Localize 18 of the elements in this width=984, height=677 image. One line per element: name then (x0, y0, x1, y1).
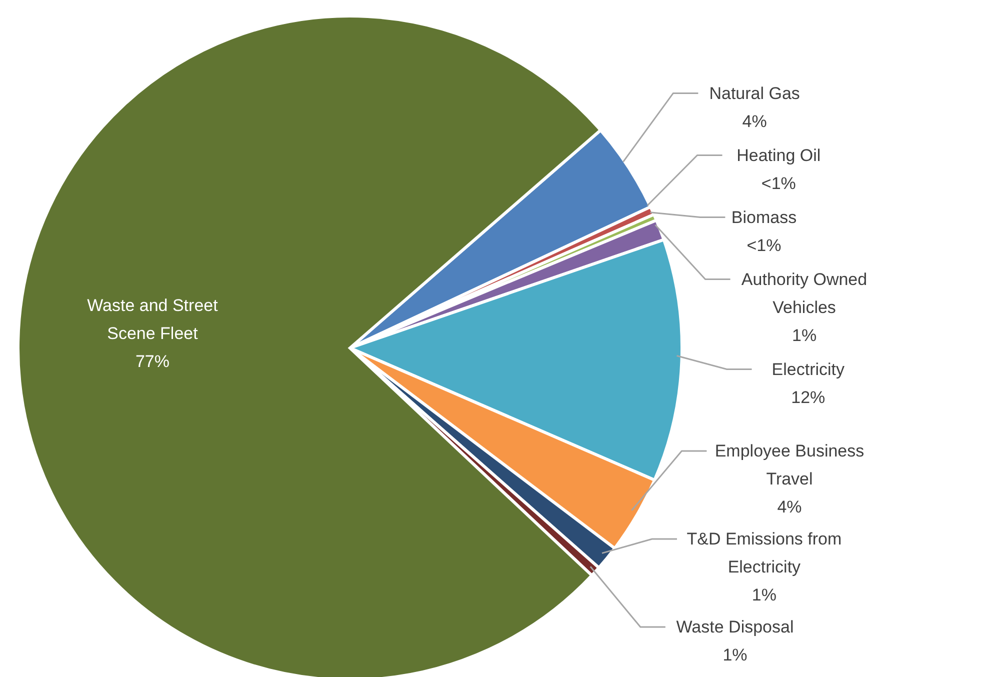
data-label: <1% (761, 174, 796, 193)
slice-label: Electricity (772, 360, 846, 379)
slice-label: Heating Oil (736, 146, 821, 165)
data-label: 12% (791, 388, 826, 407)
data-label: 4% (742, 112, 767, 131)
data-label: <1% (746, 236, 782, 255)
slice-label: Employee Business Travel (714, 442, 864, 489)
slice-label: Waste Disposal (676, 618, 794, 637)
data-label: 1% (752, 586, 776, 605)
slice-label: Natural Gas (709, 84, 800, 103)
slice-label: Biomass (731, 208, 797, 227)
slice-label: T&D Emissions from Electricity (686, 530, 842, 577)
slice-label: Waste and Street Scene Fleet (87, 296, 218, 344)
data-label: 1% (722, 646, 748, 665)
data-label: 4% (777, 498, 802, 517)
data-label: 1% (792, 326, 817, 345)
data-label: 77% (135, 352, 170, 372)
slice-label: Authority Owned Vehicles (741, 270, 868, 317)
